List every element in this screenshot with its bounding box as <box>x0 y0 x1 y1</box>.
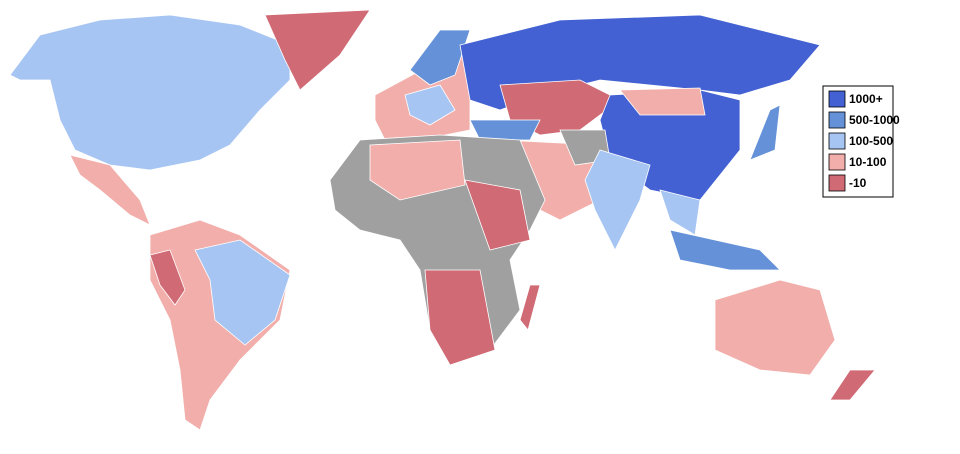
legend-label: 500-1000 <box>849 113 900 127</box>
greenland <box>264 9 371 91</box>
north-africa <box>369 139 466 201</box>
central-europe <box>404 84 456 126</box>
legend: 1000+ 500-1000 100-500 10-100 -10 <box>822 85 900 198</box>
peru <box>149 249 186 306</box>
australia <box>714 279 836 376</box>
indonesia <box>669 229 781 271</box>
legend-label: 100-500 <box>849 134 893 148</box>
legend-label: 1000+ <box>849 92 883 106</box>
southeast-asia <box>659 189 701 236</box>
india <box>584 149 651 251</box>
madagascar <box>519 284 541 331</box>
turkey <box>469 119 541 141</box>
legend-swatch <box>828 174 846 192</box>
north-america <box>9 14 291 171</box>
brazil <box>194 239 291 346</box>
legend-label: 10-100 <box>849 155 887 169</box>
east-africa <box>464 179 531 251</box>
legend-swatch <box>828 111 846 129</box>
legend-swatch <box>828 90 846 108</box>
mongolia <box>619 87 706 116</box>
japan <box>749 104 781 161</box>
new-zealand <box>829 369 876 401</box>
southern-africa <box>424 269 496 366</box>
legend-swatch <box>828 153 846 171</box>
countries <box>9 9 876 431</box>
central-america <box>69 154 151 226</box>
legend-label: -10 <box>849 176 867 190</box>
legend-swatch <box>828 132 846 150</box>
